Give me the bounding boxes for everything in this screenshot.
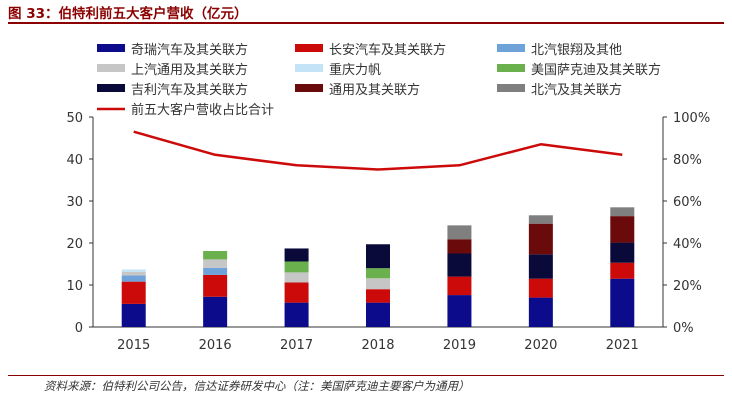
legend-swatch [97, 44, 125, 52]
legend-label: 前五大客户营收占比合计 [131, 102, 274, 118]
legend-label: 奇瑞汽车及其关联方 [131, 42, 248, 58]
bar-segment [284, 302, 309, 327]
bar-segment [366, 268, 390, 279]
axes: 0 10 20 30 40 50 0% 20% 40% 60% 80% 100% 2015 2016 201… [66, 111, 710, 353]
bar-segment [528, 297, 553, 327]
figure-title: 图 33：伯特利前五大客户营收（亿元） [8, 6, 248, 22]
bar-segment [284, 248, 309, 262]
source-note: 资料来源：伯特利公司公告，信达证券研发中心（注：美国萨克迪主要客户为通用） [44, 379, 470, 393]
bar-segment [610, 242, 635, 263]
y2-tick-label: 20% [673, 279, 702, 294]
bar-segment [366, 244, 390, 269]
bar-segment [610, 278, 635, 327]
x-tick-label: 2015 [117, 338, 150, 353]
ratio-line-path [133, 130, 623, 171]
legend-swatch [97, 84, 125, 92]
legend-label: 北汽银翔及其他 [531, 43, 622, 58]
y-tick-label: 0 [75, 321, 83, 336]
y-tick-label: 40 [66, 153, 83, 168]
bar-segment [121, 303, 146, 327]
y2-tick-label: 80% [673, 153, 702, 168]
bar-segment [610, 207, 635, 217]
y-tick-label: 30 [66, 195, 83, 210]
bar-segment [203, 250, 228, 260]
bar-segment [528, 215, 553, 224]
legend-label: 长安汽车及其关联方 [329, 42, 446, 58]
legend-swatch [497, 44, 525, 52]
x-tick-label: 2017 [280, 338, 313, 353]
bar-segment [284, 261, 309, 273]
bar-segment [447, 253, 472, 277]
bar-segment [121, 275, 146, 282]
y-tick-label: 50 [66, 111, 83, 126]
x-tick-label: 2021 [606, 338, 639, 353]
source-rule [8, 375, 724, 376]
title-rule [8, 22, 724, 24]
legend-swatch [295, 84, 323, 92]
bar-segment [447, 295, 472, 327]
bar-segment [528, 223, 553, 255]
bar-segment [528, 254, 553, 279]
x-tick-label: 2018 [361, 338, 394, 353]
legend-swatch [295, 64, 323, 72]
x-tick-label: 2019 [443, 338, 476, 353]
legend-label: 吉利汽车及其关联方 [131, 82, 248, 98]
legend-label: 通用及其关联方 [329, 82, 420, 98]
bar-segment [447, 239, 472, 254]
ratio-line [133, 130, 623, 171]
legend-swatch [497, 64, 525, 72]
legend-label: 上汽通用及其关联方 [131, 62, 248, 78]
legend-label: 北汽及其关联方 [531, 82, 622, 98]
y2-tick-label: 100% [673, 111, 710, 126]
bar-segment [284, 282, 309, 303]
bar-segment [366, 302, 390, 327]
legend-label: 重庆力帆 [329, 62, 381, 78]
y2-tick-label: 60% [673, 195, 702, 210]
x-tick-label: 2016 [199, 338, 232, 353]
legend-swatch [497, 84, 525, 92]
legend-swatch [97, 64, 125, 72]
y-tick-label: 10 [66, 279, 83, 294]
legend-swatch [295, 44, 323, 52]
bar-segment [121, 271, 146, 276]
bar-segment [121, 269, 146, 272]
x-tick-label: 2020 [524, 338, 557, 353]
bar-segment [447, 276, 472, 296]
bar-segment [203, 267, 228, 275]
bar-segment [203, 259, 228, 268]
bars [121, 207, 635, 327]
bar-segment [610, 216, 635, 243]
bar-segment [610, 262, 635, 279]
bar-segment [203, 296, 228, 327]
y-tick-label: 20 [66, 237, 83, 252]
legend-label: 美国萨克迪及其关联方 [531, 62, 661, 78]
y2-tick-label: 0% [673, 321, 694, 336]
bar-segment [447, 225, 472, 240]
bar-segment [121, 281, 146, 304]
bar-segment [528, 278, 553, 298]
bar-segment [284, 272, 309, 283]
y2-tick-label: 40% [673, 237, 702, 252]
bar-segment [366, 278, 390, 290]
bar-segment [366, 289, 390, 303]
bar-segment [203, 274, 228, 297]
